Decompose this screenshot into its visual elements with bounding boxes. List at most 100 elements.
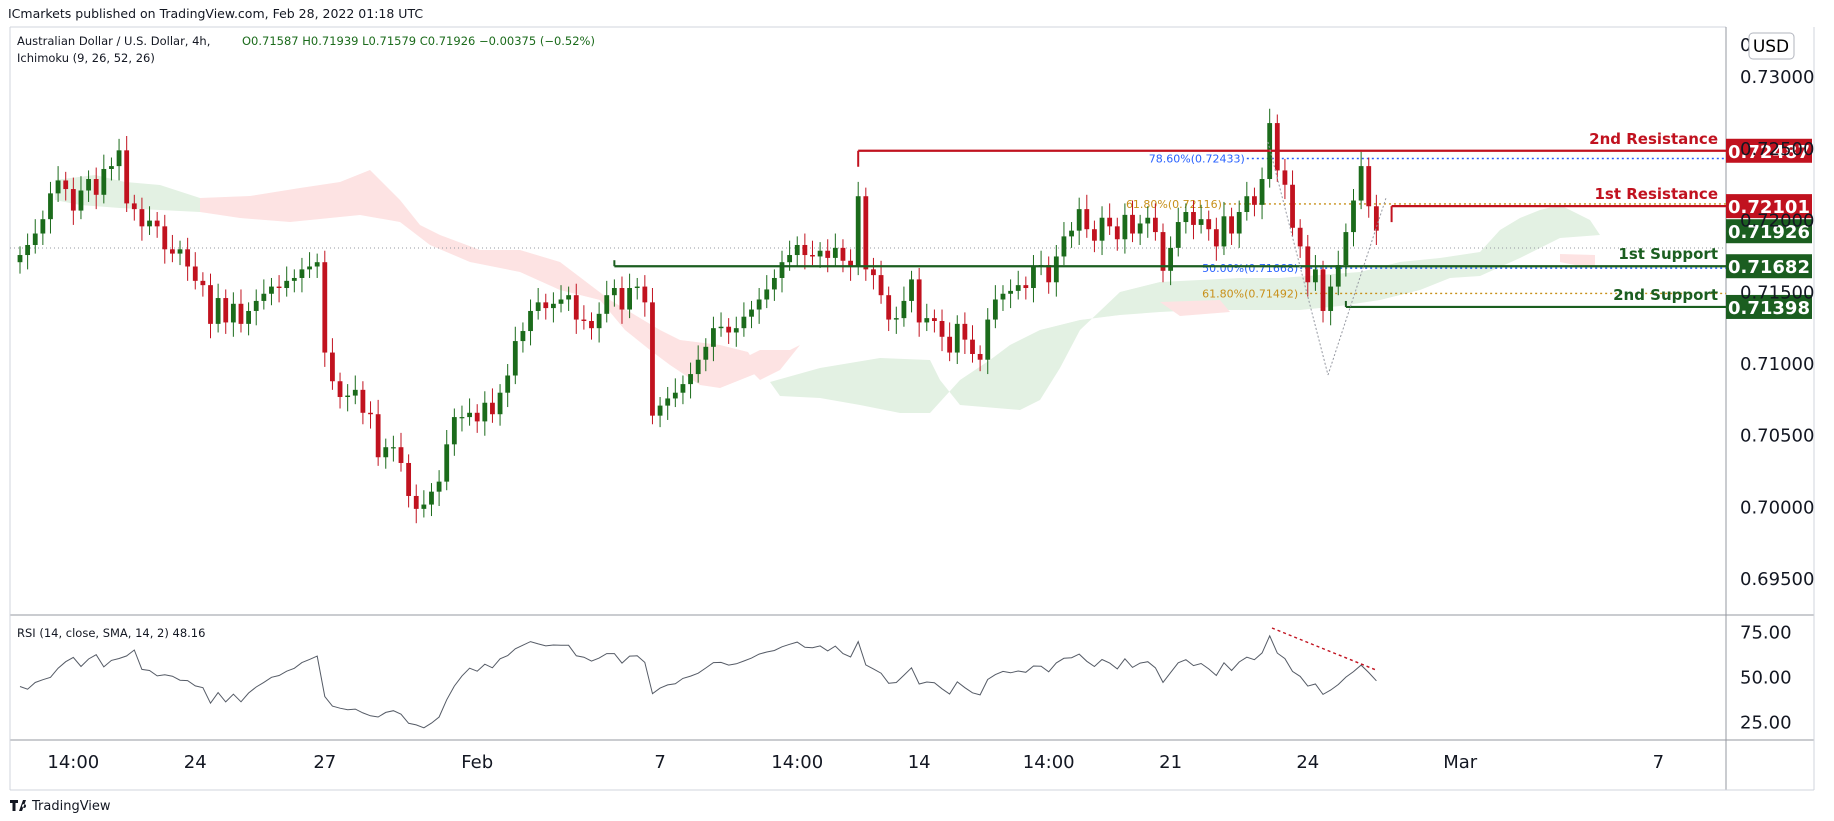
candle bbox=[985, 308, 991, 375]
candle-body bbox=[230, 303, 236, 323]
candle bbox=[1160, 223, 1166, 283]
candle-body bbox=[1099, 217, 1105, 241]
candle-body bbox=[1000, 293, 1006, 300]
candle-body bbox=[253, 300, 259, 311]
candle-body bbox=[512, 341, 518, 376]
candle bbox=[695, 345, 701, 383]
candle bbox=[314, 253, 320, 278]
candle-body bbox=[1168, 247, 1174, 271]
candle bbox=[855, 181, 861, 276]
candle bbox=[1282, 158, 1288, 200]
level-name: 2nd Resistance bbox=[1589, 130, 1718, 148]
candle bbox=[672, 378, 678, 408]
ichimoku-cloud bbox=[55, 170, 1600, 413]
candle-body bbox=[421, 504, 427, 509]
candle bbox=[947, 322, 953, 362]
candle bbox=[650, 288, 655, 425]
candle bbox=[1076, 197, 1082, 245]
candle bbox=[421, 490, 427, 518]
candle-body bbox=[1183, 212, 1189, 223]
candle bbox=[413, 484, 419, 524]
candle-body bbox=[779, 262, 785, 278]
candle bbox=[1259, 167, 1265, 220]
candle bbox=[764, 275, 770, 309]
candle-body bbox=[352, 389, 358, 396]
candle-body bbox=[147, 220, 152, 227]
candle bbox=[208, 273, 213, 339]
price-axis: 0.73000 0.72500 0.72000 0.71500 0.71000 0.705… bbox=[1740, 67, 1814, 590]
candle-body bbox=[93, 179, 99, 195]
candle-body bbox=[1031, 266, 1036, 289]
candle bbox=[551, 292, 556, 323]
time-axis: 14:00 24 27 Feb 7 14:00 14 14:00 21 24 Mar 7 bbox=[47, 752, 1664, 773]
candle bbox=[154, 212, 160, 238]
candle bbox=[1335, 250, 1341, 296]
candle-body bbox=[284, 280, 290, 289]
candle bbox=[1343, 223, 1349, 277]
level-price-tag bbox=[1726, 194, 1812, 219]
candle bbox=[459, 405, 465, 432]
kumo-red-1 bbox=[200, 170, 760, 388]
candle-body bbox=[459, 417, 465, 419]
candle-body bbox=[1145, 217, 1151, 224]
candle bbox=[1023, 276, 1029, 300]
fib-label: 78.60%(0.72433) bbox=[1149, 153, 1245, 166]
candle bbox=[1191, 200, 1196, 240]
candle-body bbox=[314, 262, 320, 267]
candle-body bbox=[886, 295, 892, 320]
candle-body bbox=[208, 285, 213, 324]
candle bbox=[1046, 256, 1052, 294]
candle-body bbox=[1008, 290, 1013, 294]
candle-body bbox=[505, 375, 511, 393]
candle-body bbox=[924, 318, 930, 323]
candle bbox=[390, 435, 396, 462]
candle bbox=[1122, 203, 1128, 254]
candle-body bbox=[1373, 206, 1379, 231]
candle-body bbox=[703, 346, 709, 360]
candle bbox=[1099, 206, 1105, 256]
candle bbox=[1290, 170, 1295, 237]
candle-body bbox=[634, 286, 640, 289]
candle bbox=[147, 206, 152, 235]
candle bbox=[352, 375, 358, 405]
candle-body bbox=[276, 286, 282, 289]
candle-body bbox=[429, 491, 434, 505]
candle-body bbox=[1084, 209, 1090, 230]
candle bbox=[810, 240, 815, 266]
time-tick-label: 24 bbox=[184, 752, 207, 773]
candle-body bbox=[467, 412, 472, 418]
candle bbox=[596, 302, 602, 343]
candle-body bbox=[1206, 219, 1212, 230]
time-tick-label: 7 bbox=[654, 752, 665, 773]
candle bbox=[589, 312, 594, 340]
candle-body bbox=[1053, 256, 1059, 283]
candle bbox=[1198, 204, 1204, 234]
tradingview-logo[interactable]: TradingView bbox=[10, 799, 111, 814]
candle bbox=[962, 312, 968, 354]
candle-body bbox=[1107, 217, 1113, 227]
candle bbox=[63, 171, 69, 201]
candle-body bbox=[672, 392, 678, 399]
candle-body bbox=[1137, 223, 1143, 234]
candle bbox=[490, 388, 495, 423]
candle-body bbox=[291, 277, 297, 281]
candle bbox=[109, 157, 114, 181]
candle bbox=[101, 154, 107, 204]
time-tick-label: Mar bbox=[1443, 752, 1478, 773]
level-price-label: 0.72487 bbox=[1728, 142, 1810, 163]
fib-label: 50.00%(0.71668) bbox=[1202, 262, 1298, 275]
currency-badge[interactable] bbox=[1748, 32, 1795, 60]
candle-body bbox=[48, 193, 53, 220]
candle-body bbox=[200, 280, 206, 286]
candle bbox=[1152, 203, 1158, 241]
candle bbox=[726, 318, 732, 344]
candle-body bbox=[261, 293, 267, 301]
candle-body bbox=[619, 288, 625, 310]
candle bbox=[1000, 285, 1006, 311]
footer-brand: TradingView bbox=[31, 799, 111, 814]
candle-body bbox=[528, 310, 533, 332]
candle-body bbox=[840, 247, 846, 261]
candle-body bbox=[1191, 212, 1196, 225]
fib-label: 61.80%(0.71492) bbox=[1202, 287, 1298, 300]
candle-body bbox=[1198, 219, 1204, 225]
